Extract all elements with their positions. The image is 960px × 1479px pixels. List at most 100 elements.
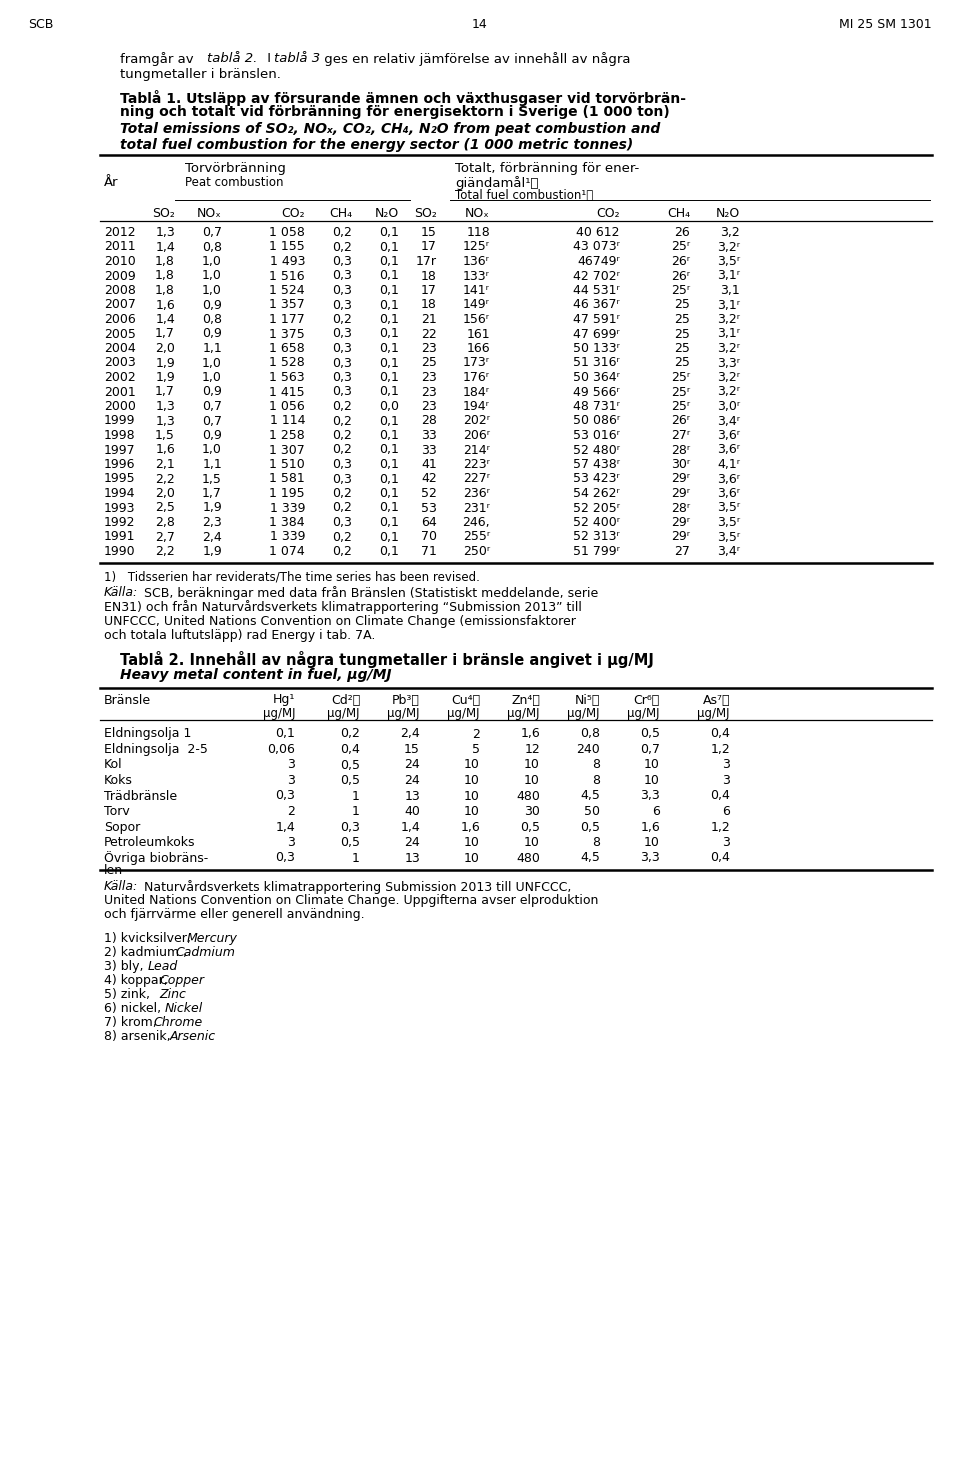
Text: 1,8: 1,8 <box>156 254 175 268</box>
Text: 0,9: 0,9 <box>203 299 222 312</box>
Text: 28: 28 <box>421 414 437 427</box>
Text: 53: 53 <box>421 501 437 515</box>
Text: 1 155: 1 155 <box>269 241 305 253</box>
Text: Torv: Torv <box>104 805 130 818</box>
Text: 0,2: 0,2 <box>332 544 352 558</box>
Text: 1,6: 1,6 <box>520 728 540 741</box>
Text: framgår av: framgår av <box>120 52 198 67</box>
Text: 1,0: 1,0 <box>203 269 222 282</box>
Text: tablå 3: tablå 3 <box>274 52 320 65</box>
Text: N₂O: N₂O <box>374 207 399 220</box>
Text: 50: 50 <box>584 805 600 818</box>
Text: 1 195: 1 195 <box>270 487 305 500</box>
Text: 0,3: 0,3 <box>340 821 360 834</box>
Text: 0,2: 0,2 <box>332 314 352 325</box>
Text: 8: 8 <box>592 774 600 787</box>
Text: 3,2ʳ: 3,2ʳ <box>717 386 740 398</box>
Text: 1,4: 1,4 <box>276 821 295 834</box>
Text: 4,5: 4,5 <box>580 790 600 803</box>
Text: 3,4ʳ: 3,4ʳ <box>717 414 740 427</box>
Text: 0,1: 0,1 <box>379 531 399 543</box>
Text: Källa:: Källa: <box>104 880 138 893</box>
Text: MI 25 SM 1301: MI 25 SM 1301 <box>839 18 932 31</box>
Text: 0,4: 0,4 <box>710 790 730 803</box>
Text: μg/MJ: μg/MJ <box>447 707 480 719</box>
Text: 1 258: 1 258 <box>269 429 305 442</box>
Text: 3,5ʳ: 3,5ʳ <box>717 516 740 529</box>
Text: 2003: 2003 <box>104 356 135 370</box>
Text: 3,2ʳ: 3,2ʳ <box>717 342 740 355</box>
Text: As⁷⧠: As⁷⧠ <box>703 694 730 707</box>
Text: 44 531ʳ: 44 531ʳ <box>573 284 620 297</box>
Text: Bränsle: Bränsle <box>104 694 151 707</box>
Text: 2,4: 2,4 <box>400 728 420 741</box>
Text: 1 493: 1 493 <box>270 254 305 268</box>
Text: 25ʳ: 25ʳ <box>671 399 690 413</box>
Text: μg/MJ: μg/MJ <box>567 707 600 719</box>
Text: 0,9: 0,9 <box>203 386 222 398</box>
Text: 3,4ʳ: 3,4ʳ <box>717 544 740 558</box>
Text: 0,7: 0,7 <box>640 742 660 756</box>
Text: 4,5: 4,5 <box>580 852 600 865</box>
Text: Torvörbränning: Torvörbränning <box>185 163 286 175</box>
Text: 0,1: 0,1 <box>379 544 399 558</box>
Text: 15: 15 <box>404 742 420 756</box>
Text: Tablå 2. Innehåll av några tungmetaller i bränsle angivet i μg/MJ: Tablå 2. Innehåll av några tungmetaller … <box>120 651 654 667</box>
Text: 50 364ʳ: 50 364ʳ <box>573 371 620 385</box>
Text: 1,9: 1,9 <box>203 501 222 515</box>
Text: 2,1: 2,1 <box>156 458 175 470</box>
Text: SCB: SCB <box>28 18 54 31</box>
Text: 0,3: 0,3 <box>276 852 295 865</box>
Text: 47 699ʳ: 47 699ʳ <box>573 327 620 340</box>
Text: 0,1: 0,1 <box>379 284 399 297</box>
Text: 3: 3 <box>287 836 295 849</box>
Text: 1: 1 <box>352 852 360 865</box>
Text: 0,3: 0,3 <box>332 356 352 370</box>
Text: 46 367ʳ: 46 367ʳ <box>573 299 620 312</box>
Text: 0,1: 0,1 <box>379 226 399 240</box>
Text: 0,2: 0,2 <box>332 487 352 500</box>
Text: 1 058: 1 058 <box>269 226 305 240</box>
Text: 1 415: 1 415 <box>270 386 305 398</box>
Text: 1,9: 1,9 <box>203 544 222 558</box>
Text: Eldningsolja 1: Eldningsolja 1 <box>104 728 191 741</box>
Text: 1 114: 1 114 <box>270 414 305 427</box>
Text: 5: 5 <box>472 742 480 756</box>
Text: 17: 17 <box>421 241 437 253</box>
Text: 54 262ʳ: 54 262ʳ <box>573 487 620 500</box>
Text: 1,3: 1,3 <box>156 399 175 413</box>
Text: 2012: 2012 <box>104 226 135 240</box>
Text: 8: 8 <box>592 836 600 849</box>
Text: 1 074: 1 074 <box>269 544 305 558</box>
Text: 1992: 1992 <box>104 516 135 529</box>
Text: 1,3: 1,3 <box>156 414 175 427</box>
Text: Heavy metal content in fuel, μg/MJ: Heavy metal content in fuel, μg/MJ <box>120 667 392 682</box>
Text: 10: 10 <box>464 790 480 803</box>
Text: Zn⁴⧠: Zn⁴⧠ <box>511 694 540 707</box>
Text: 3,0ʳ: 3,0ʳ <box>717 399 740 413</box>
Text: μg/MJ: μg/MJ <box>628 707 660 719</box>
Text: 1,0: 1,0 <box>203 356 222 370</box>
Text: 1,1: 1,1 <box>203 342 222 355</box>
Text: total fuel combustion for the energy sector (1 000 metric tonnes): total fuel combustion for the energy sec… <box>120 138 634 152</box>
Text: 1 339: 1 339 <box>270 501 305 515</box>
Text: 2,8: 2,8 <box>156 516 175 529</box>
Text: 0,1: 0,1 <box>379 386 399 398</box>
Text: 25: 25 <box>674 356 690 370</box>
Text: 3,3: 3,3 <box>640 790 660 803</box>
Text: 2,5: 2,5 <box>156 501 175 515</box>
Text: 0,2: 0,2 <box>332 501 352 515</box>
Text: 10: 10 <box>524 774 540 787</box>
Text: 14: 14 <box>472 18 488 31</box>
Text: 0,1: 0,1 <box>379 458 399 470</box>
Text: Totalt, förbränning för ener-: Totalt, förbränning för ener- <box>455 163 639 175</box>
Text: Zinc: Zinc <box>159 988 186 1001</box>
Text: 13: 13 <box>404 790 420 803</box>
Text: 161: 161 <box>467 327 490 340</box>
Text: I: I <box>263 52 276 65</box>
Text: 1 384: 1 384 <box>270 516 305 529</box>
Text: 5) zink,: 5) zink, <box>104 988 158 1001</box>
Text: Mercury: Mercury <box>186 932 237 945</box>
Text: ges en relativ jämförelse av innehåll av några: ges en relativ jämförelse av innehåll av… <box>320 52 631 67</box>
Text: 1994: 1994 <box>104 487 135 500</box>
